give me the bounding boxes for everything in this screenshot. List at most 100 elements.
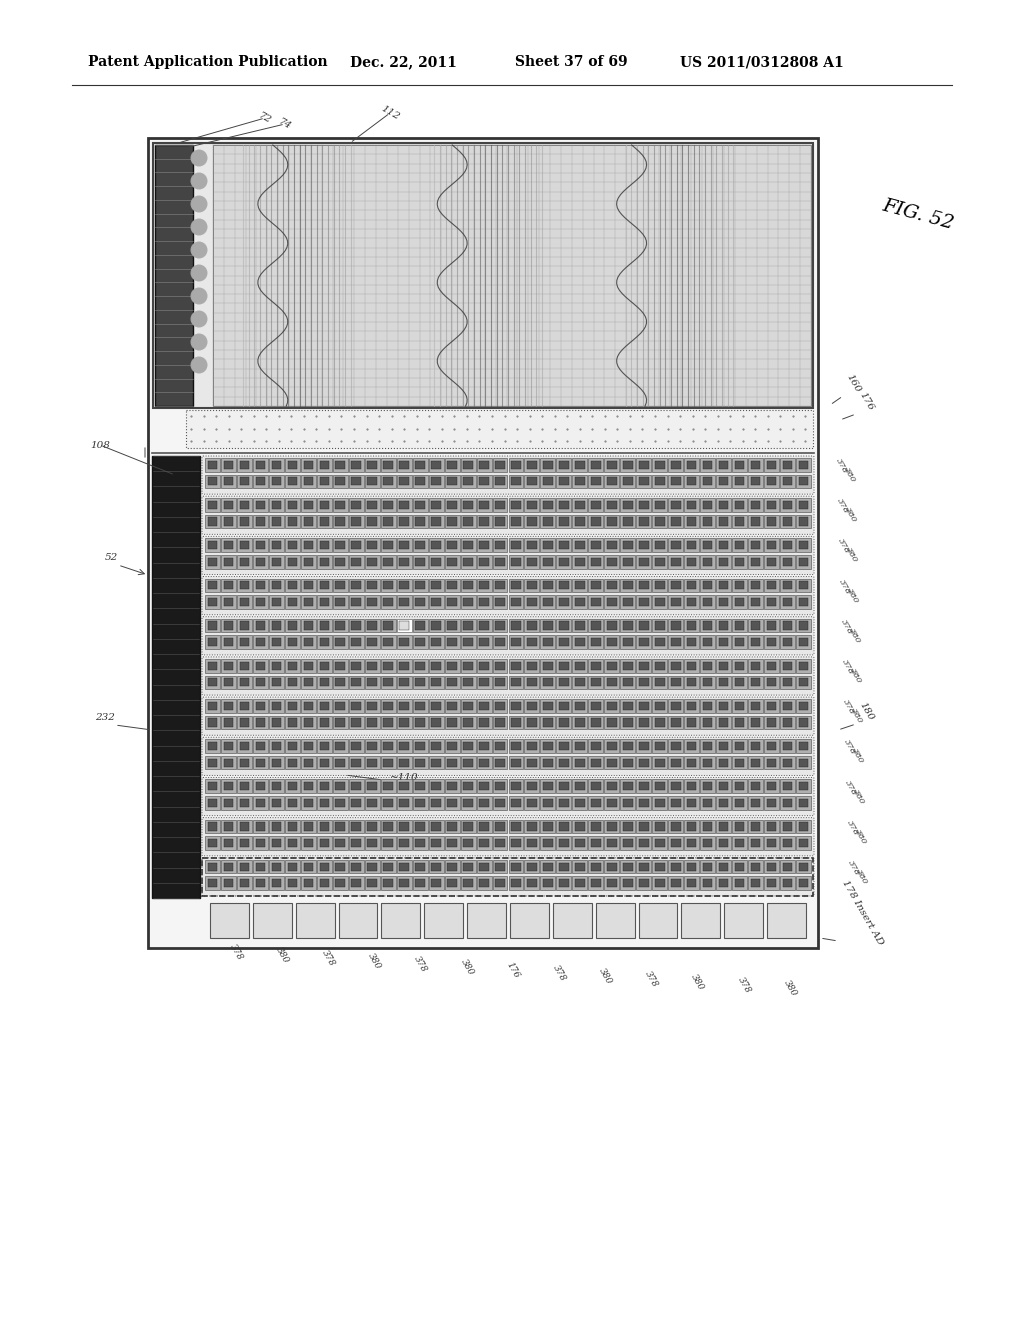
- Bar: [368, 678, 377, 686]
- Bar: [511, 783, 521, 791]
- Bar: [621, 554, 635, 569]
- Bar: [208, 598, 217, 606]
- Bar: [767, 581, 776, 590]
- Bar: [237, 820, 252, 833]
- Bar: [559, 622, 568, 630]
- Bar: [524, 779, 540, 793]
- Bar: [749, 659, 763, 672]
- Bar: [719, 661, 728, 669]
- Bar: [780, 676, 795, 689]
- Bar: [351, 541, 361, 549]
- Bar: [271, 638, 282, 647]
- Bar: [655, 638, 665, 647]
- Bar: [493, 859, 508, 874]
- Bar: [269, 756, 284, 770]
- Bar: [319, 678, 329, 686]
- Bar: [269, 779, 284, 793]
- Bar: [684, 859, 699, 874]
- Bar: [767, 879, 776, 887]
- Bar: [368, 840, 377, 847]
- Bar: [444, 458, 460, 471]
- Bar: [671, 598, 681, 606]
- Bar: [237, 876, 252, 890]
- Bar: [431, 557, 441, 566]
- Bar: [639, 461, 648, 469]
- Bar: [591, 678, 601, 686]
- Bar: [496, 678, 505, 686]
- Bar: [735, 840, 744, 847]
- Bar: [669, 498, 683, 512]
- Bar: [511, 478, 521, 486]
- Bar: [509, 796, 523, 809]
- Bar: [368, 500, 377, 510]
- Bar: [223, 557, 233, 566]
- Bar: [461, 700, 475, 713]
- Bar: [205, 837, 220, 850]
- Bar: [444, 578, 460, 593]
- Bar: [799, 581, 808, 590]
- Text: 380: 380: [846, 586, 860, 605]
- Bar: [416, 840, 425, 847]
- Bar: [301, 876, 315, 890]
- Bar: [796, 859, 811, 874]
- Bar: [303, 598, 313, 606]
- Bar: [527, 557, 537, 566]
- Bar: [652, 475, 668, 488]
- Bar: [511, 759, 521, 767]
- Bar: [767, 759, 776, 767]
- Bar: [575, 742, 585, 750]
- Bar: [349, 715, 364, 729]
- Bar: [447, 759, 457, 767]
- FancyBboxPatch shape: [202, 577, 814, 615]
- Bar: [223, 742, 233, 750]
- Bar: [205, 779, 220, 793]
- Bar: [751, 822, 761, 830]
- Bar: [396, 498, 412, 512]
- Bar: [655, 879, 665, 887]
- Bar: [767, 742, 776, 750]
- Bar: [496, 581, 505, 590]
- Bar: [652, 595, 668, 609]
- Bar: [559, 557, 568, 566]
- Text: Sheet 37 of 69: Sheet 37 of 69: [515, 55, 628, 69]
- Bar: [447, 541, 457, 549]
- Bar: [431, 879, 441, 887]
- Bar: [253, 796, 268, 809]
- Bar: [575, 718, 585, 726]
- Bar: [687, 718, 696, 726]
- Bar: [700, 715, 715, 729]
- Bar: [223, 661, 233, 669]
- Bar: [333, 595, 348, 609]
- Bar: [237, 635, 252, 649]
- Bar: [556, 659, 571, 672]
- Bar: [319, 718, 329, 726]
- Bar: [416, 678, 425, 686]
- Text: 72: 72: [257, 111, 273, 125]
- Bar: [256, 783, 265, 791]
- Bar: [365, 475, 380, 488]
- Bar: [543, 742, 553, 750]
- Bar: [493, 715, 508, 729]
- Bar: [732, 837, 748, 850]
- Bar: [303, 718, 313, 726]
- Bar: [399, 461, 409, 469]
- Bar: [684, 739, 699, 752]
- Bar: [509, 498, 523, 512]
- Bar: [208, 822, 217, 830]
- Bar: [221, 619, 236, 632]
- Bar: [719, 638, 728, 647]
- Bar: [444, 475, 460, 488]
- Bar: [543, 500, 553, 510]
- Bar: [479, 759, 488, 767]
- Bar: [288, 799, 297, 807]
- Bar: [780, 859, 795, 874]
- Bar: [764, 458, 779, 471]
- Bar: [572, 676, 588, 689]
- Bar: [416, 661, 425, 669]
- Bar: [368, 742, 377, 750]
- Bar: [316, 837, 332, 850]
- Bar: [655, 718, 665, 726]
- Bar: [671, 557, 681, 566]
- Bar: [655, 541, 665, 549]
- Bar: [700, 619, 715, 632]
